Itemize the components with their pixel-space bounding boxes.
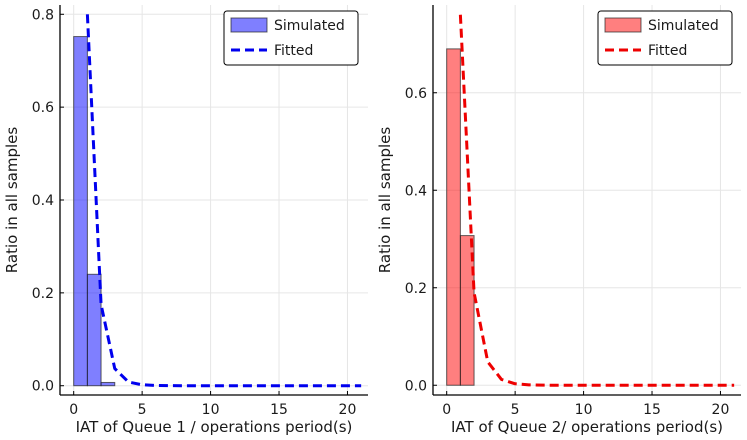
x-tick-label: 20: [712, 402, 730, 418]
x-axis-label: IAT of Queue 2/ operations period(s): [451, 418, 723, 436]
y-tick-label: 0.2: [32, 286, 54, 302]
legend-swatch-simulated: [230, 17, 268, 33]
y-tick-label: 0.4: [32, 193, 54, 209]
x-tick-label: 5: [138, 402, 147, 418]
y-tick-label: 0.6: [405, 86, 427, 102]
x-tick-label: 20: [339, 402, 357, 418]
legend: Simulated Fitted: [223, 10, 359, 66]
x-tick-label: 5: [511, 402, 520, 418]
y-tick-label: 0.0: [405, 378, 427, 394]
histogram-bar: [86, 273, 102, 387]
y-axis-label: Ratio in all samples: [376, 127, 394, 274]
chart-panel-queue-2: 0 5 10 15 20 0.0 0.2 0.4 0.6 IAT of Queue 2/ oper…: [376, 5, 741, 436]
legend-label-simulated: Simulated: [648, 18, 719, 34]
y-tick-label: 0.0: [32, 379, 54, 395]
chart-panel-queue-1: 0 5 10 15 20 0.0 0.2 0.4 0.6 0.8 IAT of Queue 1 / …: [3, 5, 368, 436]
y-tick-label: 0.8: [32, 7, 54, 23]
y-tick-label: 0.2: [405, 281, 427, 297]
x-axis-label: IAT of Queue 1 / operations period(s): [76, 418, 353, 436]
y-axis-label: Ratio in all samples: [3, 127, 21, 274]
y-tick-label: 0.6: [32, 100, 54, 116]
histogram-bar: [100, 381, 116, 387]
x-tick-label: 15: [270, 402, 288, 418]
x-tick-label: 15: [643, 402, 661, 418]
legend-label-fitted: Fitted: [274, 43, 313, 59]
x-tick-label: 0: [442, 402, 451, 418]
histogram-bar: [459, 235, 475, 386]
y-tick-label: 0.4: [405, 183, 427, 199]
histogram-bar: [73, 36, 88, 387]
legend: Simulated Fitted: [597, 10, 733, 66]
fitted-line: [458, 14, 735, 387]
legend-label-simulated: Simulated: [274, 18, 345, 34]
x-tick-label: 0: [69, 402, 78, 418]
legend-label-fitted: Fitted: [648, 43, 687, 59]
x-tick-label: 10: [202, 402, 220, 418]
fitted-line: [85, 14, 362, 388]
x-tick-label: 10: [575, 402, 593, 418]
histogram-bar: [446, 48, 461, 386]
legend-swatch-simulated: [604, 17, 642, 33]
